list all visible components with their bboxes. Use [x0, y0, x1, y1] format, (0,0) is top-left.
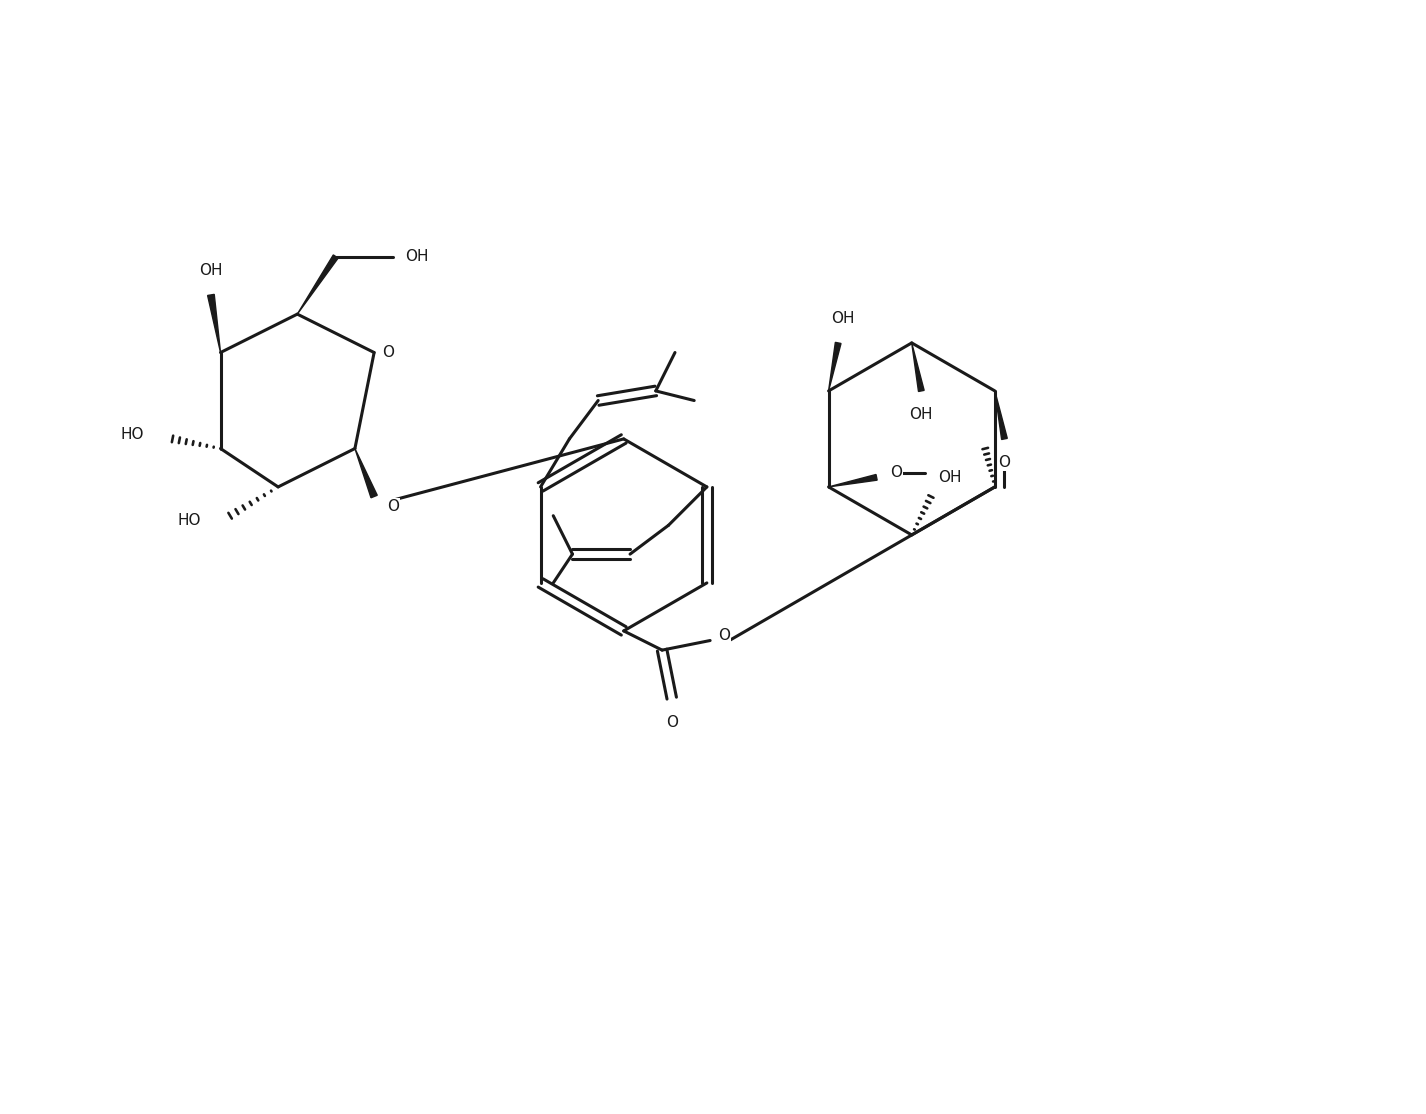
Text: O: O	[719, 628, 730, 643]
Polygon shape	[995, 391, 1007, 440]
Polygon shape	[355, 449, 378, 498]
Text: HO: HO	[178, 514, 201, 528]
Text: HO: HO	[120, 427, 144, 441]
Text: O: O	[998, 456, 1011, 470]
Polygon shape	[911, 343, 924, 391]
Text: OH: OH	[910, 408, 933, 422]
Text: O: O	[382, 345, 395, 360]
Text: OH: OH	[200, 263, 222, 278]
Polygon shape	[829, 475, 877, 487]
Text: O: O	[890, 465, 901, 480]
Text: O: O	[388, 499, 399, 514]
Polygon shape	[208, 294, 221, 352]
Text: OH: OH	[405, 250, 429, 264]
Text: OH: OH	[831, 312, 854, 326]
Text: OH: OH	[938, 470, 963, 485]
Polygon shape	[829, 342, 841, 391]
Polygon shape	[297, 255, 338, 314]
Text: O: O	[666, 714, 677, 730]
